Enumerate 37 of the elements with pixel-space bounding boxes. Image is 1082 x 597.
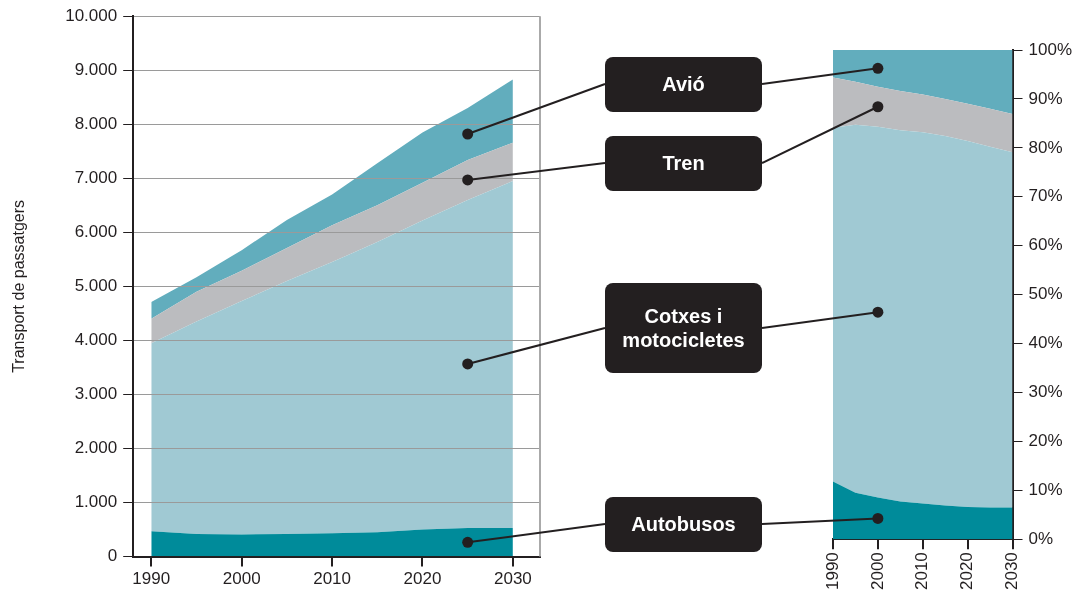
y-tick-label: 20% bbox=[1028, 431, 1063, 451]
y-tick-label: 8.000 bbox=[74, 113, 118, 133]
y-tick-label: 60% bbox=[1028, 235, 1063, 255]
x-tick-label: 2010 bbox=[313, 569, 351, 589]
y-tick-label: 100% bbox=[1028, 39, 1072, 59]
x-tick-label: 1990 bbox=[132, 569, 171, 589]
y-tick-label: 5.000 bbox=[74, 276, 118, 296]
y-tick-label: 0% bbox=[1028, 528, 1054, 548]
y-axis-title: Transport de passatgers bbox=[10, 199, 28, 373]
y-tick-label: 10% bbox=[1028, 479, 1063, 499]
y-tick-label: 40% bbox=[1028, 333, 1063, 353]
text: Autobusos bbox=[605, 496, 762, 552]
y-tick-label: 4.000 bbox=[74, 330, 118, 350]
y-tick-label: 7.000 bbox=[74, 168, 118, 188]
x-tick-label: 1990 bbox=[822, 552, 842, 591]
text: Avió bbox=[605, 56, 762, 112]
y-tick-label: 10.000 bbox=[65, 5, 118, 25]
y-tick-label: 0 bbox=[107, 546, 118, 566]
x-tick-label: 2010 bbox=[912, 552, 932, 591]
x-tick-label: 2020 bbox=[957, 552, 977, 591]
y-tick-label: 90% bbox=[1028, 88, 1063, 108]
x-tick-label: 2000 bbox=[222, 569, 261, 589]
text: Tren bbox=[605, 135, 762, 191]
y-tick-label: 6.000 bbox=[74, 222, 118, 242]
y-tick-label: 2.000 bbox=[74, 438, 118, 458]
x-tick-label: 2000 bbox=[867, 552, 887, 591]
text: Cotxes i motocicletes bbox=[605, 283, 762, 373]
y-tick-label: 30% bbox=[1028, 382, 1063, 402]
y-tick-label: 9.000 bbox=[74, 59, 118, 79]
y-tick-label: 50% bbox=[1028, 284, 1063, 304]
y-tick-label: 1.000 bbox=[74, 492, 118, 512]
x-tick-label: 2030 bbox=[493, 569, 532, 589]
y-tick-label: 80% bbox=[1028, 137, 1063, 157]
x-tick-label: 2020 bbox=[403, 569, 442, 589]
y-tick-label: 70% bbox=[1028, 186, 1063, 206]
x-tick-label: 2030 bbox=[1002, 552, 1022, 591]
y-tick-label: 3.000 bbox=[74, 384, 118, 404]
